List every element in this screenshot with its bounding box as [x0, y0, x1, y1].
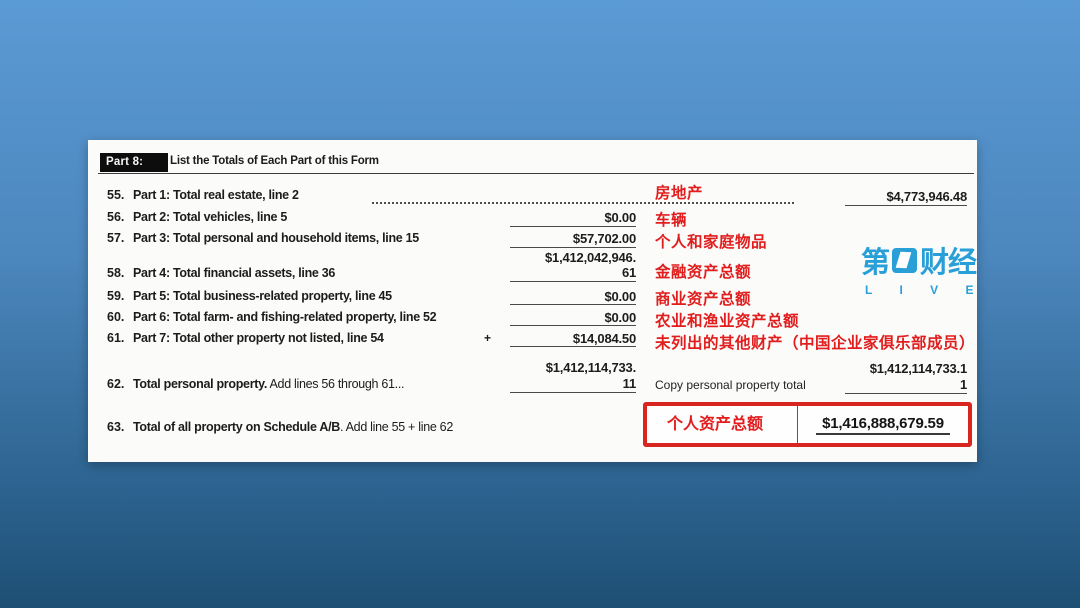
personal-assets-total-amount: $1,416,888,679.59	[816, 415, 950, 435]
annotation-personal-items: 个人和家庭物品	[655, 234, 768, 251]
row-62-amount-underline	[510, 392, 636, 393]
row-62-number: 62.	[107, 377, 125, 391]
row-58-amount-line1: $1,412,042,946.	[545, 250, 636, 265]
row-61-number: 61.	[107, 331, 125, 345]
personal-assets-total-box: 个人资产总额 $1,416,888,679.59	[643, 402, 972, 447]
yicai-logo-square-icon	[892, 247, 918, 273]
row-55-label: Part 1: Total real estate, line 2	[133, 188, 299, 202]
row-58-amount-line2: 61	[621, 265, 636, 280]
annotation-financial-assets: 金融资产总额	[655, 264, 752, 281]
header-rule	[98, 173, 974, 174]
part8-header-badge: Part 8:	[100, 153, 168, 172]
row-56-number: 56.	[107, 210, 125, 224]
row-62-label: Total personal property. Add lines 56 th…	[133, 377, 404, 391]
row-59-amount-underline	[510, 304, 636, 305]
row-58-amount-underline	[510, 281, 636, 282]
row-57-amount: $57,702.00	[572, 231, 636, 246]
yicai-logo-live-text: L I V E	[865, 283, 986, 297]
yicai-live-logo: 第 财经 L I V E	[861, 239, 985, 297]
annotation-farm-fishing-assets: 农业和渔业资产总额	[655, 313, 800, 330]
row-61-amount: $14,084.50	[572, 331, 636, 346]
yicai-logo-chars-right: 财经	[920, 247, 977, 279]
row-61-plus-sign: +	[484, 331, 492, 345]
row-62-amount-line1: $1,412,114,733.	[545, 360, 636, 375]
row-61-amount-underline	[510, 346, 636, 347]
row-63-label: Total of all property on Schedule A/B. A…	[133, 420, 453, 434]
personal-assets-total-field: $1,416,888,679.59	[797, 406, 968, 443]
row-60-amount: $0.00	[604, 310, 636, 325]
row-57-number: 57.	[107, 231, 125, 245]
row-59-amount: $0.00	[604, 289, 636, 304]
row-63-number: 63.	[107, 420, 125, 434]
annotation-vehicles: 车辆	[655, 212, 688, 229]
row-55-dotted-leader	[372, 193, 794, 204]
annotation-real-estate: 房地产	[655, 185, 704, 202]
row-56-amount: $0.00	[604, 210, 636, 225]
row-61-label: Part 7: Total other property not listed,…	[133, 331, 384, 345]
row-60-amount-underline	[510, 325, 636, 326]
row-60-number: 60.	[107, 310, 125, 324]
row-55-amount-underline	[845, 205, 967, 206]
row-58-number: 58.	[107, 266, 125, 280]
annotation-other-property: 未列出的其他财产（中国企业家俱乐部成员）	[655, 335, 976, 352]
row-56-amount-underline	[510, 226, 636, 227]
yicai-logo-row: 第 财经	[861, 239, 985, 281]
row-55-amount: $4,773,946.48	[886, 189, 967, 204]
row-60-label: Part 6: Total farm- and fishing-related …	[133, 310, 437, 324]
row-58-label: Part 4: Total financial assets, line 36	[133, 266, 336, 280]
copy-amount-line2: 1	[959, 377, 967, 392]
row-63-label-rest: . Add line 55 + line 62	[339, 420, 453, 434]
yicai-logo-char-left: 第	[861, 247, 890, 279]
part8-header-label: Part 8:	[106, 156, 144, 168]
row-57-label: Part 3: Total personal and household ite…	[133, 231, 419, 245]
annotation-business-assets: 商业资产总额	[655, 291, 752, 308]
copy-amount-line1: $1,412,114,733.1	[869, 361, 967, 376]
row-62-amount-line2: 11	[622, 376, 637, 391]
row-62-label-rest: Add lines 56 through 61...	[267, 377, 405, 391]
row-59-label: Part 5: Total business-related property,…	[133, 289, 392, 303]
personal-assets-total-label: 个人资产总额	[667, 416, 764, 433]
copy-amount-underline	[845, 393, 967, 394]
row-59-number: 59.	[107, 289, 125, 303]
part8-header-title: List the Totals of Each Part of this For…	[170, 155, 379, 167]
row-55-number: 55.	[107, 188, 125, 202]
row-62-label-bold: Total personal property.	[133, 377, 268, 391]
row-57-amount-underline	[510, 247, 636, 248]
row-56-label: Part 2: Total vehicles, line 5	[133, 210, 288, 224]
copy-personal-property-label: Copy personal property total	[655, 378, 806, 392]
row-63-label-bold: Total of all property on Schedule A/B	[133, 420, 340, 434]
form-document: Part 8: List the Totals of Each Part of …	[88, 140, 977, 462]
